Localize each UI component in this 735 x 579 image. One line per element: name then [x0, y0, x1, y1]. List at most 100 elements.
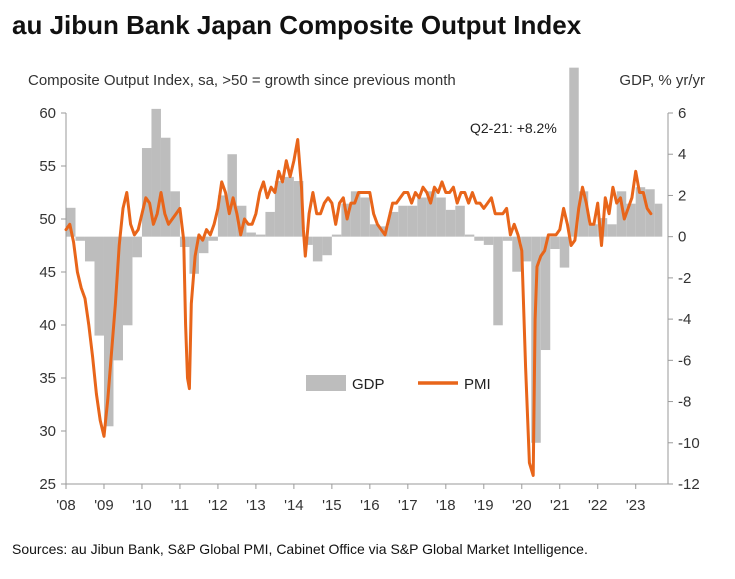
left-tick-label: 45 [39, 264, 56, 281]
gdp-bar [445, 209, 456, 237]
x-tick-label: '11 [171, 497, 189, 514]
gdp-bar [198, 236, 209, 254]
gdp-bar [94, 236, 104, 336]
right-tick-label: 6 [678, 105, 686, 122]
gdp-bar [160, 137, 171, 237]
gdp-bar [208, 236, 218, 241]
x-tick-label: '10 [132, 497, 152, 514]
right-axis-label: GDP, % yr/yr [619, 72, 705, 89]
gdp-bar [141, 148, 152, 237]
gdp-bar [151, 108, 161, 237]
left-tick-label: 55 [39, 158, 56, 175]
left-tick-label: 25 [39, 476, 56, 493]
gdp-bar [265, 211, 275, 237]
gdp-bar [550, 236, 560, 250]
x-tick-label: '16 [360, 497, 380, 514]
right-tick-label: -12 [678, 476, 700, 493]
legend-pmi-label: PMI [464, 376, 491, 393]
gdp-bar [654, 203, 663, 237]
right-tick-label: 2 [678, 187, 686, 204]
gdp-bar [217, 195, 228, 237]
gdp-bar [284, 176, 294, 237]
gdp-bar [322, 236, 332, 256]
gdp-bar [293, 181, 304, 237]
x-tick-label: '08 [56, 497, 76, 514]
x-tick-label: '15 [322, 497, 342, 514]
x-tick-label: '12 [208, 497, 228, 514]
plot-frame [65, 113, 669, 485]
gdp-bar [521, 236, 532, 262]
gdp-bar [455, 205, 465, 237]
gdp-bar [236, 205, 247, 237]
x-tick-label: '21 [550, 497, 570, 514]
legend-gdp-swatch [306, 375, 346, 391]
gdp-bar [493, 236, 503, 326]
right-tick-label: 0 [678, 229, 686, 246]
gdp-bar [113, 236, 123, 361]
gdp-bar [388, 211, 399, 237]
gdp-bar [407, 205, 418, 237]
gdp-bar [341, 203, 351, 237]
left-tick-label: 35 [39, 370, 56, 387]
gdp-bar [607, 224, 617, 237]
gdp-bar [398, 205, 408, 237]
gdp-bar [626, 203, 636, 237]
gdp-bar [66, 207, 76, 237]
legend: GDP PMI [306, 375, 491, 393]
gdp-bar [417, 197, 427, 237]
left-tick-label: 30 [39, 423, 56, 440]
gdp-bar [246, 232, 256, 237]
gdp-bar [227, 154, 237, 237]
left-tick-label: 60 [39, 105, 56, 122]
x-tick-label: '19 [474, 497, 494, 514]
left-axis-label: Composite Output Index, sa, >50 = growth… [28, 72, 456, 89]
gdp-bar [274, 181, 285, 237]
gdp-bar [635, 187, 646, 237]
gdp-bar [360, 197, 370, 237]
legend-gdp-label: GDP [352, 376, 385, 393]
gdp-bar [84, 236, 95, 262]
gdp-bar [103, 236, 114, 427]
gdp-bar [588, 224, 598, 237]
pmi-line [64, 138, 653, 477]
gdp-bar [559, 236, 570, 268]
x-tick-label: '23 [626, 497, 646, 514]
left-tick-label: 40 [39, 317, 56, 334]
gdp-bar [312, 236, 323, 262]
x-tick-label: '09 [94, 497, 114, 514]
right-tick-label: -8 [678, 394, 691, 411]
chart-title: au Jibun Bank Japan Composite Output Ind… [12, 10, 582, 40]
gdp-bar [512, 236, 522, 272]
gdp-bar [436, 197, 446, 237]
gdp-annotation: Q2-21: +8.2% [470, 120, 557, 136]
pmi-layer [64, 138, 653, 477]
gdp-bar [122, 236, 133, 326]
left-axis-ticks: 25 30 35 40 45 50 55 60 [39, 105, 66, 493]
right-tick-label: -6 [678, 352, 691, 369]
gdp-bar [331, 234, 342, 237]
x-axis-ticks: '08 '09 '10 '11 '12 '13 '14 '15 '16 '17 '18 '19 '20 '… [56, 484, 645, 514]
gdp-bar [132, 236, 142, 258]
x-tick-label: '22 [588, 497, 608, 514]
right-axis-ticks: -12 -10 -8 -6 -4 -2 0 2 4 6 [668, 105, 700, 493]
right-tick-label: -10 [678, 435, 700, 452]
x-tick-label: '14 [284, 497, 304, 514]
gdp-bar [474, 236, 484, 241]
left-tick-label: 50 [39, 211, 56, 228]
x-tick-label: '17 [398, 497, 418, 514]
gdp-bar [569, 67, 579, 237]
gdp-bar [616, 191, 627, 237]
x-tick-label: '13 [246, 497, 266, 514]
right-tick-label: -4 [678, 311, 691, 328]
gdp-bar [502, 236, 513, 241]
gdp-bar [578, 191, 589, 237]
gdp-bar [540, 236, 551, 351]
x-tick-label: '20 [512, 497, 532, 514]
gdp-bar [369, 224, 380, 237]
gdp-bar [75, 236, 85, 241]
gdp-bar [255, 234, 266, 237]
gdp-bar [426, 191, 437, 237]
gdp-bar [464, 234, 475, 237]
gdp-bar [483, 236, 494, 245]
